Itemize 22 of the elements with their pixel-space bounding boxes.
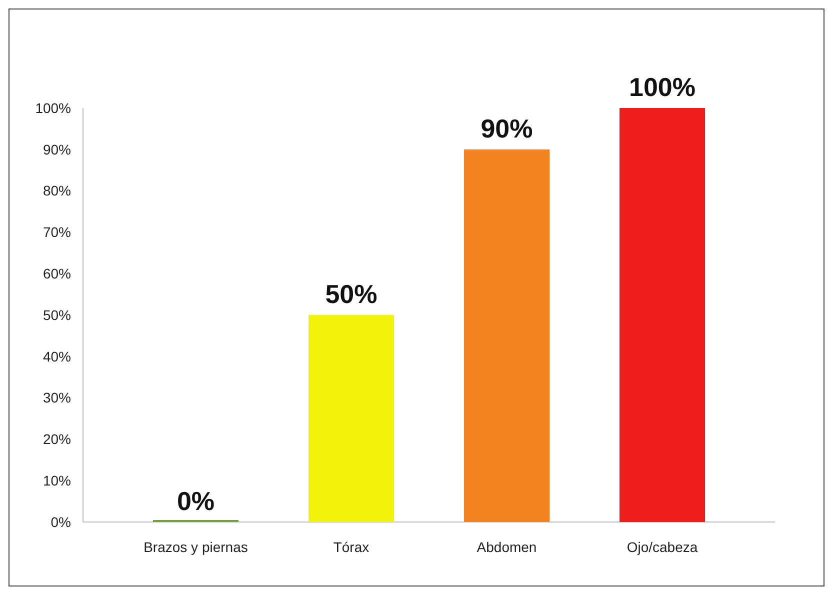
bar <box>464 149 550 522</box>
y-tick-label: 40% <box>42 348 71 364</box>
y-tick-label: 100% <box>35 100 71 116</box>
x-tick-label: Tórax <box>333 539 370 555</box>
data-label: 100% <box>629 72 696 102</box>
y-tick-label: 70% <box>42 224 71 240</box>
y-tick-label: 80% <box>42 182 71 199</box>
y-tick-label: 50% <box>42 306 71 323</box>
data-label: 90% <box>480 113 533 144</box>
bar <box>619 108 706 522</box>
y-tick-label: 20% <box>42 431 71 448</box>
y-tick-label: 90% <box>42 141 71 158</box>
x-tick-label: Ojo/cabeza <box>626 539 698 555</box>
y-tick-label: 10% <box>42 472 71 488</box>
y-tick-label: 0% <box>50 514 71 530</box>
bar <box>308 315 394 522</box>
data-label: 50% <box>325 279 378 309</box>
x-tick-label: Abdomen <box>476 539 537 555</box>
y-tick-label: 60% <box>42 266 71 282</box>
x-tick-label: Brazos y piernas <box>144 539 248 555</box>
y-tick-label: 30% <box>42 390 71 406</box>
data-label: 0% <box>176 486 215 516</box>
